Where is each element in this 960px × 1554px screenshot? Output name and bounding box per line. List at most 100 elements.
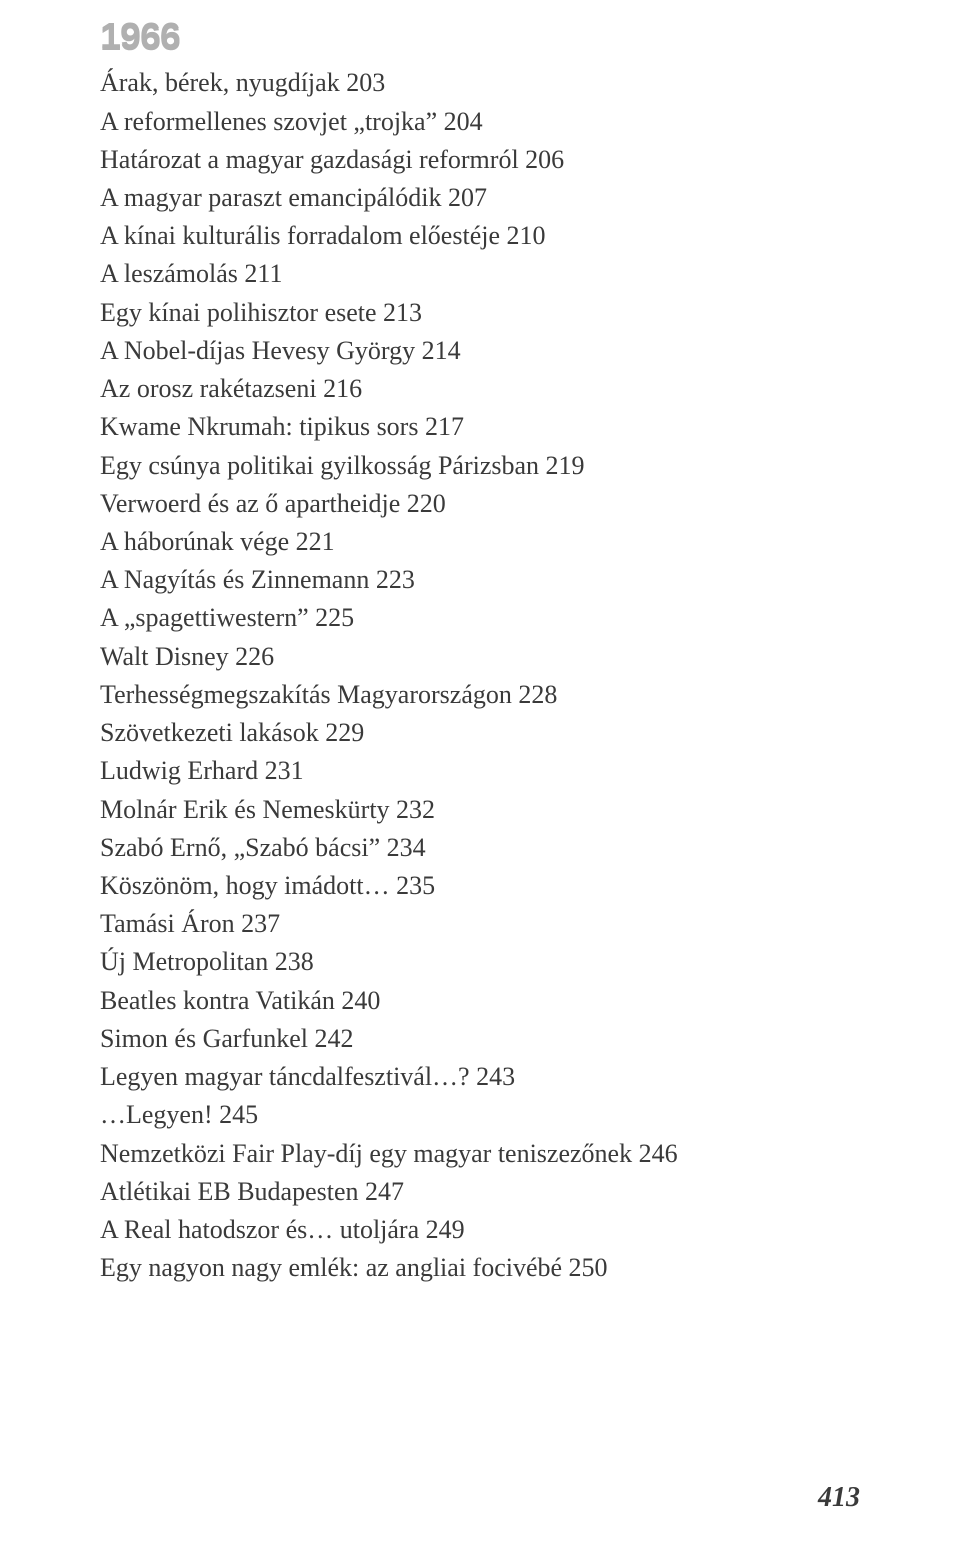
toc-entry-page: 231 <box>265 756 304 785</box>
toc-entry-page: 220 <box>407 489 446 518</box>
toc-entry-title: Egy csúnya politikai gyilkosság Párizsba… <box>100 451 539 480</box>
toc-entry-title: A magyar paraszt emancipálódik <box>100 183 441 212</box>
toc-entry-page: 242 <box>314 1024 353 1053</box>
toc-entry-page: 237 <box>241 909 280 938</box>
toc-entry-title: A leszámolás <box>100 259 238 288</box>
toc-entry-title: Walt Disney <box>100 642 229 671</box>
toc-entry-page: 206 <box>525 145 564 174</box>
toc-entry-title: Terhességmegszakítás Magyarországon <box>100 680 512 709</box>
toc-entry-page: 238 <box>275 947 314 976</box>
toc-entry-page: 228 <box>518 680 557 709</box>
toc-entry-page: 229 <box>325 718 364 747</box>
toc-entry-title: A Nagyítás és Zinnemann <box>100 565 369 594</box>
toc-entry: Új Metropolitan 238 <box>100 943 860 981</box>
toc-entry-page: 235 <box>396 871 435 900</box>
toc-entry: A Nagyítás és Zinnemann 223 <box>100 561 860 599</box>
toc-entry-title: A kínai kulturális forradalom előestéje <box>100 221 500 250</box>
toc-entry-title: Kwame Nkrumah: tipikus sors <box>100 412 418 441</box>
toc-entry-title: Beatles kontra Vatikán <box>100 986 335 1015</box>
toc-entry-page: 243 <box>476 1062 515 1091</box>
toc-entry-title: Köszönöm, hogy imádott… <box>100 871 390 900</box>
toc-entry-page: 207 <box>448 183 487 212</box>
toc-entry-page: 245 <box>219 1100 258 1129</box>
toc-entry-title: A Real hatodszor és… utoljára <box>100 1215 419 1244</box>
toc-entry-title: Atlétikai EB Budapesten <box>100 1177 359 1206</box>
toc-entry: Tamási Áron 237 <box>100 905 860 943</box>
toc-entry-title: A háborúnak vége <box>100 527 289 556</box>
toc-entry: A Real hatodszor és… utoljára 249 <box>100 1211 860 1249</box>
toc-entry: A Nobel-díjas Hevesy György 214 <box>100 332 860 370</box>
toc-entry-title: A reformellenes szovjet „trojka” <box>100 107 437 136</box>
toc-entry-page: 234 <box>387 833 426 862</box>
toc-entry-page: 216 <box>323 374 362 403</box>
toc-entry-page: 247 <box>365 1177 404 1206</box>
toc-entry: Nemzetközi Fair Play-díj egy magyar teni… <box>100 1135 860 1173</box>
toc-entry: Határozat a magyar gazdasági reformról 2… <box>100 141 860 179</box>
toc-entry-page: 223 <box>376 565 415 594</box>
toc-entry-title: Határozat a magyar gazdasági reformról <box>100 145 519 174</box>
toc-entry-page: 226 <box>235 642 274 671</box>
toc-entry: A „spagettiwestern” 225 <box>100 599 860 637</box>
toc-entry-page: 221 <box>296 527 335 556</box>
page-number: 413 <box>818 1482 860 1514</box>
toc-entry-title: Legyen magyar táncdalfesztivál…? <box>100 1062 470 1091</box>
toc-entry-page: 211 <box>244 259 282 288</box>
toc-entry-page: 217 <box>425 412 464 441</box>
toc-entry: Egy nagyon nagy emlék: az angliai focivé… <box>100 1249 860 1287</box>
toc-entry: Köszönöm, hogy imádott… 235 <box>100 867 860 905</box>
toc-entry: Kwame Nkrumah: tipikus sors 217 <box>100 408 860 446</box>
toc-entry-title: Ludwig Erhard <box>100 756 258 785</box>
table-of-contents-list: Árak, bérek, nyugdíjak 203A reformellene… <box>100 64 860 1287</box>
toc-entry-page: 210 <box>507 221 546 250</box>
toc-entry-title: Szövetkezeti lakások <box>100 718 319 747</box>
toc-entry: A leszámolás 211 <box>100 255 860 293</box>
toc-entry: Egy kínai polihisztor esete 213 <box>100 294 860 332</box>
toc-entry-title: Árak, bérek, nyugdíjak <box>100 68 340 97</box>
toc-entry: Beatles kontra Vatikán 240 <box>100 982 860 1020</box>
toc-entry: Szabó Ernő, „Szabó bácsi” 234 <box>100 829 860 867</box>
toc-entry: Árak, bérek, nyugdíjak 203 <box>100 64 860 102</box>
toc-entry: Simon és Garfunkel 242 <box>100 1020 860 1058</box>
document-page: 1966 Árak, bérek, nyugdíjak 203A reforme… <box>0 0 960 1287</box>
toc-entry-title: Az orosz rakétazseni <box>100 374 317 403</box>
toc-entry-title: Verwoerd és az ő apartheidje <box>100 489 400 518</box>
toc-entry-page: 232 <box>396 795 435 824</box>
toc-entry: A magyar paraszt emancipálódik 207 <box>100 179 860 217</box>
toc-entry-page: 250 <box>569 1253 608 1282</box>
toc-entry: A háborúnak vége 221 <box>100 523 860 561</box>
toc-entry: A reformellenes szovjet „trojka” 204 <box>100 103 860 141</box>
toc-entry-title: Tamási Áron <box>100 909 235 938</box>
toc-entry-title: Szabó Ernő, „Szabó bácsi” <box>100 833 380 862</box>
toc-entry: Walt Disney 226 <box>100 638 860 676</box>
toc-entry: Ludwig Erhard 231 <box>100 752 860 790</box>
toc-entry: Szövetkezeti lakások 229 <box>100 714 860 752</box>
toc-entry: Legyen magyar táncdalfesztivál…? 243 <box>100 1058 860 1096</box>
toc-entry-page: 225 <box>315 603 354 632</box>
toc-entry: Az orosz rakétazseni 216 <box>100 370 860 408</box>
toc-entry: Egy csúnya politikai gyilkosság Párizsba… <box>100 447 860 485</box>
toc-entry: A kínai kulturális forradalom előestéje … <box>100 217 860 255</box>
toc-entry-title: A Nobel-díjas Hevesy György <box>100 336 415 365</box>
toc-entry-title: Molnár Erik és Nemeskürty <box>100 795 390 824</box>
toc-entry: Molnár Erik és Nemeskürty 232 <box>100 791 860 829</box>
toc-entry-title: Egy kínai polihisztor esete <box>100 298 377 327</box>
toc-entry: Atlétikai EB Budapesten 247 <box>100 1173 860 1211</box>
toc-entry-title: A „spagettiwestern” <box>100 603 309 632</box>
toc-entry: Terhességmegszakítás Magyarországon 228 <box>100 676 860 714</box>
toc-entry: …Legyen! 245 <box>100 1096 860 1134</box>
toc-entry-title: Egy nagyon nagy emlék: az angliai focivé… <box>100 1253 562 1282</box>
toc-entry-page: 249 <box>426 1215 465 1244</box>
toc-entry-page: 246 <box>639 1139 678 1168</box>
toc-entry-page: 213 <box>383 298 422 327</box>
chapter-year-header: 1966 <box>100 20 898 52</box>
toc-entry-title: …Legyen! <box>100 1100 213 1129</box>
toc-entry-page: 240 <box>341 986 380 1015</box>
toc-entry-page: 203 <box>346 68 385 97</box>
toc-entry-page: 204 <box>444 107 483 136</box>
toc-entry-page: 214 <box>422 336 461 365</box>
toc-entry-title: Nemzetközi Fair Play-díj egy magyar teni… <box>100 1139 632 1168</box>
toc-entry-page: 219 <box>546 451 585 480</box>
toc-entry-title: Simon és Garfunkel <box>100 1024 308 1053</box>
toc-entry-title: Új Metropolitan <box>100 947 268 976</box>
toc-entry: Verwoerd és az ő apartheidje 220 <box>100 485 860 523</box>
